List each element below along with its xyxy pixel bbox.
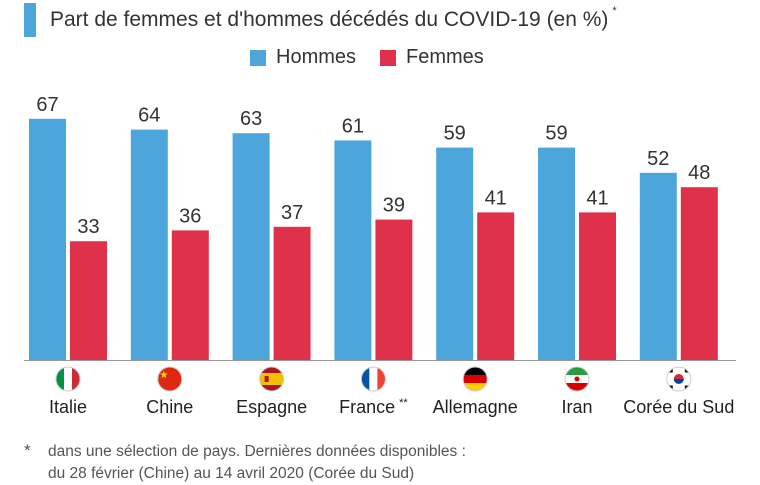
flag-border-italie <box>55 366 81 392</box>
category-label-chine: Chine <box>146 397 193 417</box>
bar-femmes-france <box>375 219 413 360</box>
data-label-hommes-allemagne: 59 <box>444 123 466 145</box>
legend-item-femmes: Femmes <box>380 46 484 69</box>
bar-femmes-coree-du-sud <box>680 187 718 360</box>
data-label-hommes-espagne: 63 <box>240 108 262 130</box>
bar-hommes-italie <box>29 118 66 360</box>
data-label-femmes-italie: 33 <box>77 216 99 238</box>
category-label-coree-du-sud: Corée du Sud <box>623 397 734 417</box>
flag-border-espagne <box>259 366 285 392</box>
flag-china-icon: ★ <box>157 367 182 391</box>
title-accent-bar <box>24 3 36 37</box>
data-label-hommes-coree-du-sud: 52 <box>647 148 669 170</box>
data-label-hommes-chine: 64 <box>138 105 160 127</box>
bar-hommes-espagne <box>232 133 270 360</box>
bar-hommes-coree-du-sud <box>639 172 677 360</box>
bar-femmes-allemagne <box>477 212 515 360</box>
legend: Hommes Femmes <box>250 46 508 69</box>
flag-iran-icon <box>565 367 589 391</box>
bar-hommes-allemagne <box>436 147 474 360</box>
title-footnote-marker: * <box>612 5 617 17</box>
flag-spain-icon <box>259 367 284 391</box>
flag-border-iran <box>564 366 590 392</box>
flag-border-coree-du-sud <box>666 366 692 392</box>
category-label-espagne: Espagne <box>236 397 307 417</box>
legend-item-hommes: Hommes <box>250 46 356 69</box>
flag-france-icon <box>361 367 386 391</box>
flag-italy-icon <box>56 367 80 391</box>
data-label-femmes-chine: 36 <box>179 205 201 227</box>
flag-border-chine <box>157 366 183 392</box>
data-label-femmes-allemagne: 41 <box>485 187 507 209</box>
flag-germany-icon <box>463 367 488 391</box>
category-label-allemagne: Allemagne <box>433 397 518 417</box>
category-label-iran: Iran <box>561 397 592 417</box>
bar-femmes-chine <box>171 230 209 360</box>
bar-femmes-iran <box>579 212 616 360</box>
category-marker-france: ** <box>399 397 408 409</box>
data-label-hommes-france: 61 <box>342 115 364 137</box>
footnote-line-1: dans une sélection de pays. Dernières do… <box>48 443 466 460</box>
category-label-france: France ** <box>339 397 408 417</box>
data-label-femmes-iran: 41 <box>586 187 608 209</box>
bar-hommes-iran <box>538 147 575 360</box>
legend-swatch-hommes <box>250 49 266 66</box>
bar-femmes-italie <box>70 241 107 360</box>
chart-header: Part de femmes et d'hommes décédés du CO… <box>0 2 617 38</box>
data-label-hommes-italie: 67 <box>36 94 58 116</box>
flag-border-france <box>360 366 386 392</box>
footnote-line-2: du 28 février (Chine) au 14 avril 2020 (… <box>48 465 415 482</box>
flag-south-korea-icon <box>666 367 691 391</box>
footnote-marker: * <box>24 441 31 460</box>
bar-hommes-chine <box>130 129 168 360</box>
legend-label-femmes: Femmes <box>406 46 484 68</box>
legend-label-hommes: Hommes <box>276 46 357 68</box>
bar-femmes-espagne <box>273 226 311 360</box>
data-label-femmes-france: 39 <box>383 195 405 217</box>
category-label-italie: Italie <box>49 397 87 417</box>
legend-swatch-femmes <box>380 49 397 66</box>
footnote: * dans une sélection de pays. Dernières d… <box>24 440 466 485</box>
svg-text:★: ★ <box>159 370 168 381</box>
chart-title: Part de femmes et d'hommes décédés du CO… <box>50 8 609 31</box>
bar-hommes-france <box>334 140 372 360</box>
bar-chart: 67 33 Italie 64 36 ★ Chine 63 37 Espagne 61 39 Franc… <box>24 94 736 417</box>
data-label-femmes-espagne: 37 <box>281 202 303 224</box>
data-label-hommes-iran: 59 <box>545 123 567 145</box>
flag-border-allemagne <box>462 366 488 392</box>
data-label-femmes-coree-du-sud: 48 <box>688 162 710 184</box>
